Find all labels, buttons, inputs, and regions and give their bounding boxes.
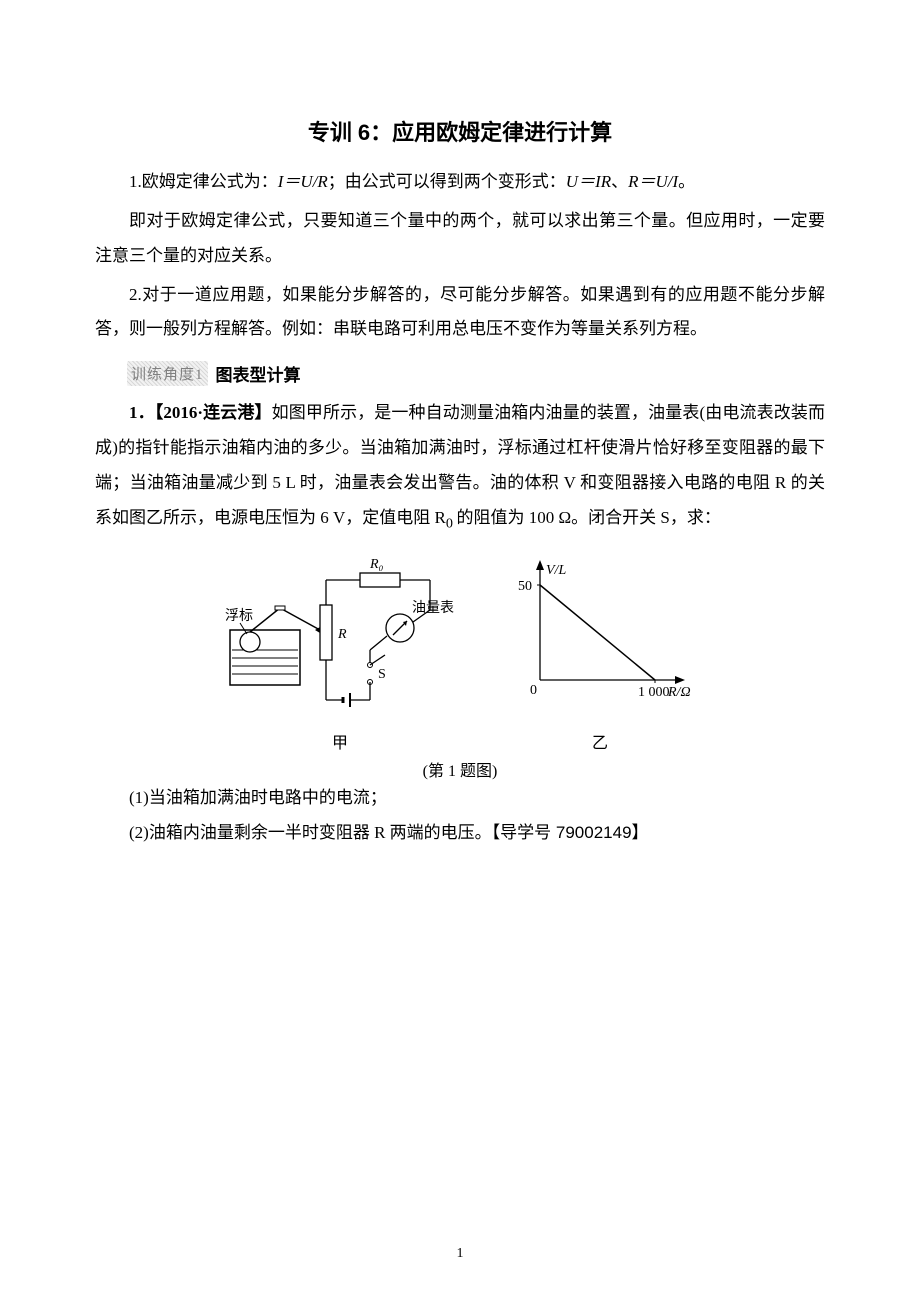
q1-lead: 1．【2016·连云港】: [129, 403, 272, 422]
R-label: R: [337, 627, 347, 642]
q1-R0-sub: 0: [446, 515, 457, 531]
subq2-a: (2)油箱内油量剩余一半时变阻器: [129, 823, 374, 842]
chart-svg: 50 V/L 0 1 000 R/Ω: [500, 550, 700, 720]
para-3: 2.对于一道应用题，如果能分步解答的，尽可能分步解答。如果遇到有的应用题不能分步…: [95, 278, 825, 348]
sub-question-1: (1)当油箱加满油时电路中的电流；: [95, 781, 825, 816]
section-header: 训练角度1 图表型计算: [127, 361, 825, 386]
figure-left: 浮标 R R₀: [220, 550, 460, 753]
q1-R: R: [775, 473, 791, 492]
q1-R0: R: [435, 508, 446, 527]
subq2-tag: 【导学号 79002149】: [492, 823, 649, 842]
section-tag: 训练角度1: [127, 361, 208, 386]
subq2-R: R: [374, 823, 390, 842]
page-title: 专训 6：应用欧姆定律进行计算: [95, 115, 825, 147]
S-label: S: [378, 667, 386, 682]
para-2: 即对于欧姆定律公式，只要知道三个量中的两个，就可以求出第三个量。但应用时，一定要…: [95, 204, 825, 274]
formula-U: U＝IR: [566, 172, 611, 191]
formula-R: R＝U/I: [628, 172, 678, 191]
section-title: 图表型计算: [216, 361, 301, 386]
fig-left-label: 甲: [220, 729, 460, 753]
sep: 、: [611, 172, 628, 191]
para1-mid: ；由公式可以得到两个变形式：: [328, 172, 566, 191]
q1-V: V: [564, 473, 581, 492]
figure-row: 浮标 R R₀: [95, 550, 825, 753]
para1-pre: 1.欧姆定律公式为：: [129, 172, 278, 191]
para-1: 1.欧姆定律公式为：I＝U/R；由公式可以得到两个变形式：U＝IR、R＝U/I。: [95, 165, 825, 200]
fig-right-label: 乙: [500, 729, 700, 753]
question-1: 1．【2016·连云港】如图甲所示，是一种自动测量油箱内油量的装置，油量表(由电…: [95, 396, 825, 538]
page: 专训 6：应用欧姆定律进行计算 1.欧姆定律公式为：I＝U/R；由公式可以得到两…: [0, 0, 920, 1302]
meter-label: 油量表: [412, 600, 454, 616]
para1-end: 。: [678, 172, 695, 191]
R0-label: R₀: [369, 557, 384, 572]
origin-label: 0: [530, 683, 537, 698]
subq2-b: 两端的电压。: [390, 823, 492, 842]
circuit-svg: 浮标 R R₀: [220, 550, 460, 720]
q1-body-d: 的阻值为 100 Ω。闭合开关 S，求：: [457, 508, 721, 527]
sub-question-2: (2)油箱内油量剩余一半时变阻器 R 两端的电压。【导学号 79002149】: [95, 816, 825, 851]
formula-I: I＝U/R: [278, 172, 328, 191]
y-label: V/L: [546, 563, 566, 578]
figure-right: 50 V/L 0 1 000 R/Ω 乙: [500, 550, 700, 753]
x-tick-1000: 1 000: [638, 685, 670, 700]
q1-body-b: 和变阻器接入电路的电阻: [580, 473, 775, 492]
y-tick-50: 50: [518, 579, 532, 594]
figure-caption: (第 1 题图): [95, 757, 825, 781]
float-label: 浮标: [225, 608, 253, 624]
page-number: 1: [0, 1246, 920, 1262]
x-label: R/Ω: [667, 685, 691, 700]
